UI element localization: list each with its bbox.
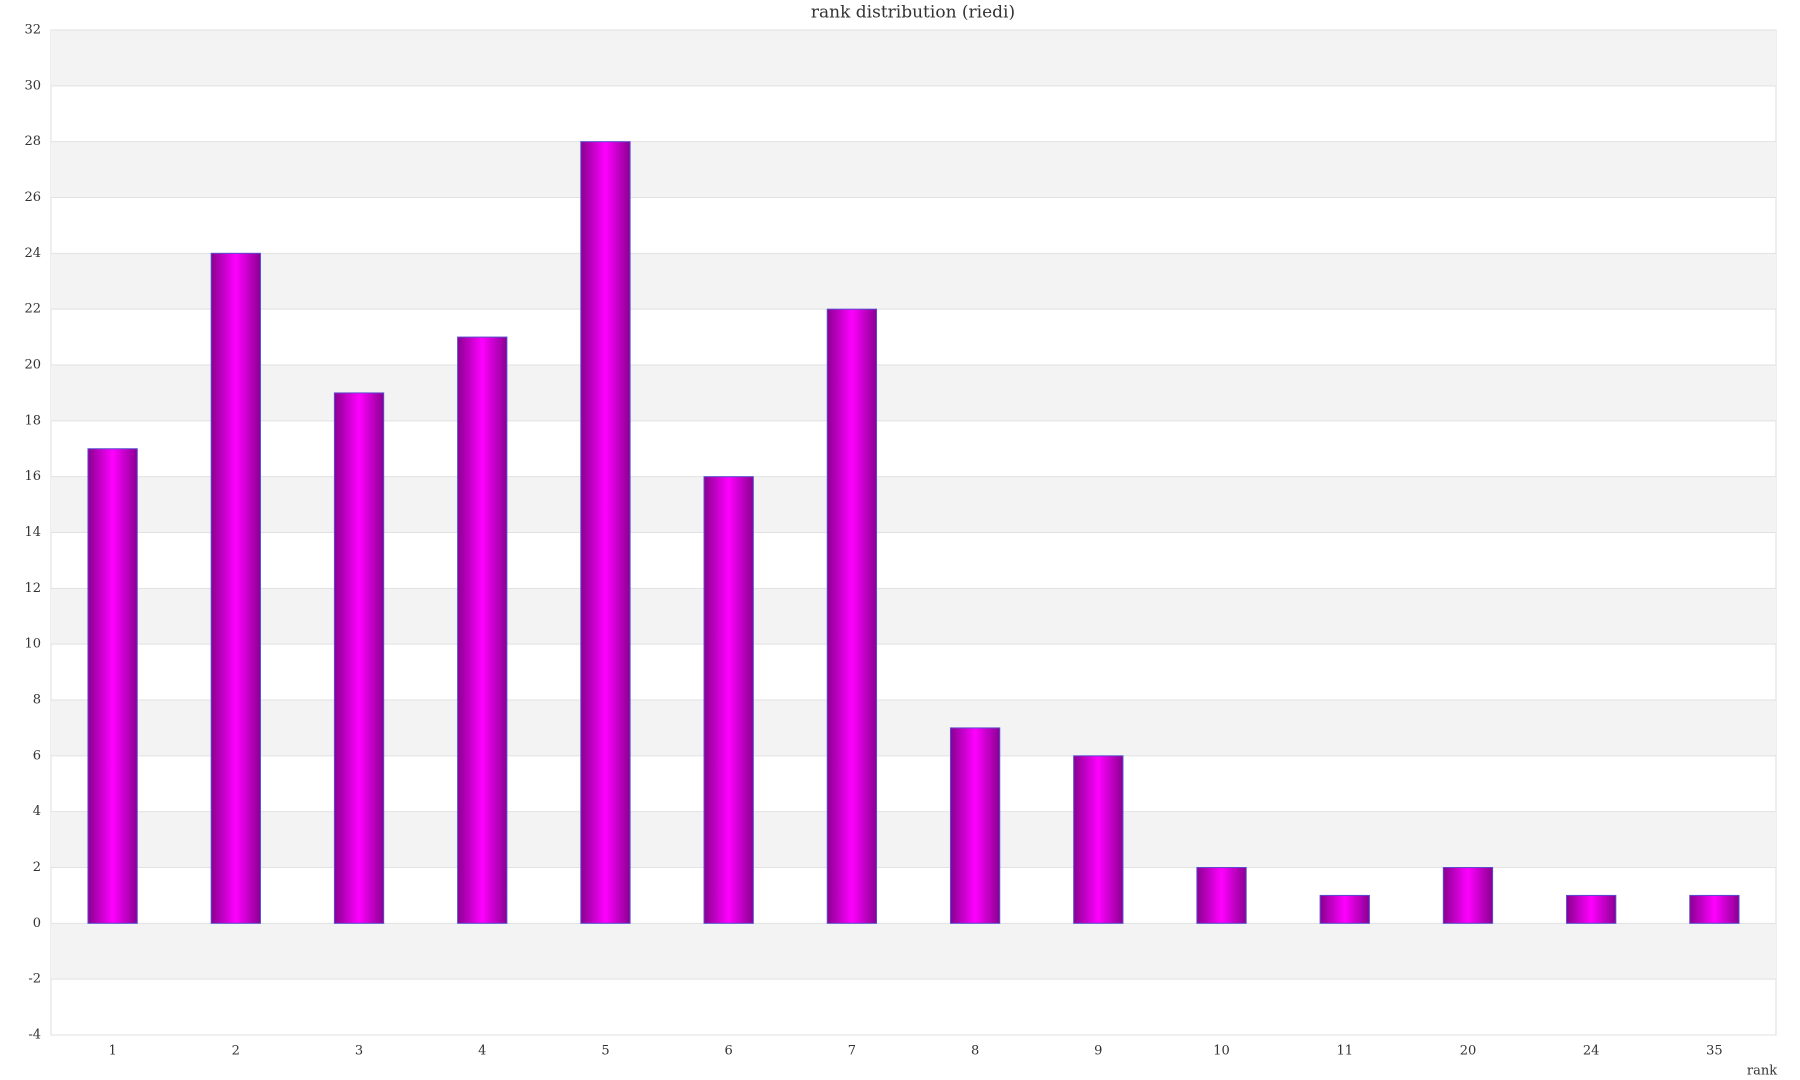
x-tick-label: 11 xyxy=(1336,1044,1353,1059)
x-tick-label: 6 xyxy=(725,1044,733,1059)
grid-band xyxy=(51,476,1776,533)
y-tick-label: 18 xyxy=(24,413,41,428)
grid-band xyxy=(51,811,1776,868)
bar xyxy=(210,252,261,924)
x-axis-label: rank xyxy=(1747,1064,1777,1079)
bar xyxy=(1319,894,1370,924)
grid-band xyxy=(51,253,1776,310)
y-tick-label: 20 xyxy=(24,358,41,373)
grid-band xyxy=(51,141,1776,198)
x-tick-label: 3 xyxy=(355,1044,363,1059)
bar xyxy=(87,448,138,924)
y-tick-label: 14 xyxy=(24,525,41,540)
y-tick-label: 0 xyxy=(33,916,41,931)
x-tick-label: 4 xyxy=(478,1044,486,1059)
bar xyxy=(1442,867,1494,924)
bar xyxy=(703,476,754,924)
y-tick-label: 16 xyxy=(24,469,41,484)
y-tick-label: -4 xyxy=(28,1028,41,1043)
bar xyxy=(1566,894,1617,924)
y-tick-label: 8 xyxy=(33,693,41,708)
y-tick-label: 30 xyxy=(24,78,41,93)
x-tick-label: 24 xyxy=(1583,1044,1600,1059)
grid-band xyxy=(51,588,1776,645)
x-tick-label: 9 xyxy=(1094,1044,1102,1059)
grid-band xyxy=(51,923,1776,980)
bar xyxy=(580,141,631,924)
x-tick-label: 1 xyxy=(108,1044,116,1059)
y-tick-label: 28 xyxy=(24,134,41,149)
x-tick-label: 2 xyxy=(232,1044,240,1059)
y-tick-label: 12 xyxy=(24,581,41,596)
grid-band xyxy=(51,700,1776,756)
y-tick-label: 10 xyxy=(24,637,41,652)
y-tick-label: 32 xyxy=(24,23,41,38)
y-tick-label: 26 xyxy=(24,190,41,205)
y-tick-label: 4 xyxy=(33,804,41,819)
x-tick-label: 7 xyxy=(848,1044,856,1059)
y-tick-label: -2 xyxy=(28,972,41,987)
bar xyxy=(1073,755,1124,924)
x-tick-label: 8 xyxy=(971,1044,979,1059)
y-tick-label: 2 xyxy=(33,860,41,875)
y-tick-label: 22 xyxy=(24,302,41,317)
x-tick-label: 20 xyxy=(1460,1044,1477,1059)
grid-band xyxy=(51,30,1776,86)
x-tick-label: 35 xyxy=(1706,1044,1723,1059)
x-tick-label: 10 xyxy=(1213,1044,1230,1059)
x-tick-label: 5 xyxy=(601,1044,609,1059)
bar xyxy=(1689,894,1740,924)
bar xyxy=(457,336,508,924)
y-tick-label: 24 xyxy=(24,246,41,261)
grid-band xyxy=(51,365,1776,421)
bar xyxy=(949,727,1001,924)
bar xyxy=(333,392,385,924)
bar xyxy=(826,308,878,924)
chart-title: rank distribution (riedi) xyxy=(811,3,1015,23)
y-tick-label: 6 xyxy=(33,748,41,763)
bar xyxy=(1196,867,1247,924)
